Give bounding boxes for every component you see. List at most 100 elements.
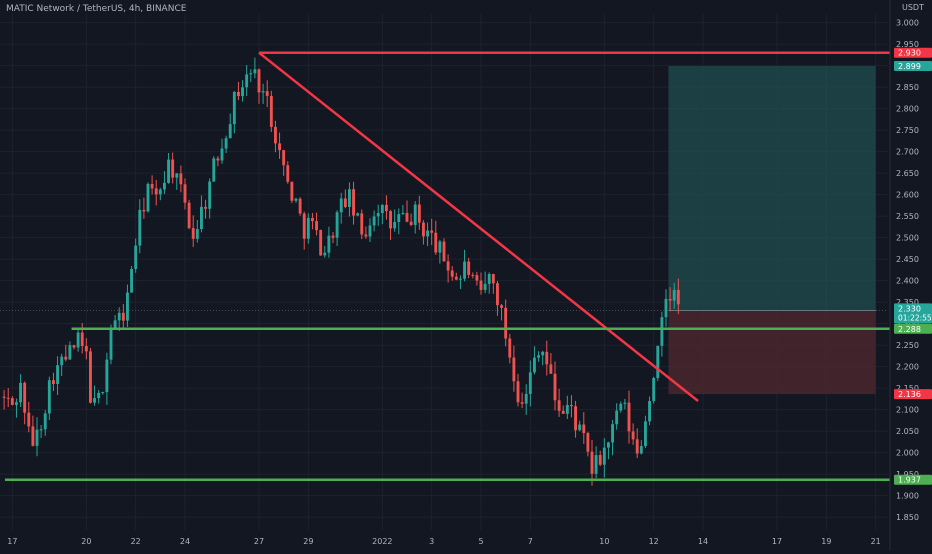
candle-body [97, 392, 101, 399]
candle-body [450, 270, 454, 277]
y-tick-label: 2.750 [896, 126, 919, 135]
candle-body [438, 241, 442, 253]
candle-body [512, 357, 516, 382]
price-label: 2.136 [898, 390, 921, 399]
candle-body [524, 393, 528, 404]
y-tick-label: 1.850 [896, 513, 919, 522]
x-tick-label: 20 [81, 537, 91, 546]
candle-body [249, 73, 253, 75]
candle-body [138, 209, 142, 246]
candle-body [639, 446, 643, 454]
y-tick-label: 2.350 [896, 298, 919, 307]
candle-body [237, 91, 240, 97]
price-label-bg [894, 389, 932, 400]
candle-body [84, 345, 88, 352]
price-label-bg [894, 61, 932, 72]
candle-body [668, 298, 672, 301]
candle-body [327, 235, 331, 253]
candle-body [348, 189, 351, 207]
candle-body [274, 126, 277, 144]
candle-body [656, 345, 660, 378]
y-tick-label: 2.250 [896, 341, 919, 350]
candle-body [582, 424, 586, 434]
candle-body [364, 234, 368, 237]
candle-body [76, 332, 80, 348]
candle-body [508, 338, 512, 358]
candle-body [504, 307, 508, 339]
candle-body [541, 351, 545, 356]
x-tick-label: 2022 [372, 537, 392, 546]
candle-body [463, 261, 466, 279]
price-label: 2.930 [898, 49, 921, 58]
candle-body [183, 184, 187, 203]
x-tick-label: 22 [131, 537, 141, 546]
candle-body [594, 455, 598, 474]
candle-body [557, 400, 561, 411]
candle-body [323, 252, 327, 256]
candle-body [578, 424, 582, 431]
candle-body [290, 181, 294, 201]
candle-body [615, 410, 619, 425]
candle-body [163, 182, 166, 190]
candle-body [278, 143, 281, 151]
candles [2, 57, 680, 486]
candle-body [442, 241, 446, 262]
price-label-bg [894, 303, 932, 324]
y-tick-label: 2.200 [896, 363, 919, 372]
candle-body [232, 91, 236, 125]
candle-body [15, 402, 18, 405]
candle-body [241, 87, 244, 97]
candle-body [376, 213, 380, 217]
y-tick-label: 2.650 [896, 169, 919, 178]
candle-body [607, 442, 610, 448]
candle-body [393, 222, 397, 229]
candle-body [200, 206, 203, 230]
x-tick-label: 5 [478, 537, 483, 546]
candle-body [80, 332, 84, 346]
candle-body [574, 406, 577, 431]
price-unit: USDT [902, 3, 924, 12]
y-tick-label: 2.100 [896, 406, 919, 415]
candle-body [459, 278, 462, 280]
y-tick-label: 1.950 [896, 470, 919, 479]
candle-body [611, 424, 614, 443]
y-tick-label: 2.400 [896, 277, 919, 286]
candle-body [89, 351, 92, 403]
candle-body [537, 355, 540, 358]
countdown-label: 01:22:55 [898, 313, 932, 322]
price-label: 2.899 [898, 62, 921, 71]
candle-body [426, 230, 429, 237]
y-tick-label: 2.450 [896, 255, 919, 264]
candle-body [298, 198, 302, 214]
candle-body [479, 280, 483, 290]
candle-body [660, 317, 664, 346]
x-tick-label: 19 [821, 537, 831, 546]
candle-body [52, 380, 55, 384]
candle-body [142, 209, 146, 212]
candle-body [150, 183, 154, 189]
candle-body [454, 276, 458, 280]
candle-body [360, 213, 364, 235]
candle-body [253, 69, 257, 74]
candle-body [311, 217, 314, 222]
candle-body [220, 148, 224, 161]
candle-body [430, 230, 434, 233]
candle-body [335, 212, 339, 238]
candle-body [167, 159, 170, 183]
candle-body [590, 451, 594, 474]
loss-zone [668, 310, 876, 395]
candle-body [343, 198, 347, 207]
candle-body [389, 211, 392, 229]
candle-body [315, 221, 318, 231]
candle-body [93, 398, 96, 403]
candle-body [302, 213, 306, 239]
candle-body [10, 398, 14, 405]
candle-body [216, 158, 220, 161]
candle-body [175, 173, 179, 178]
x-tick-label: 14 [698, 537, 708, 546]
candle-body [483, 283, 487, 290]
candle-body [245, 74, 249, 88]
candle-body [676, 289, 680, 305]
